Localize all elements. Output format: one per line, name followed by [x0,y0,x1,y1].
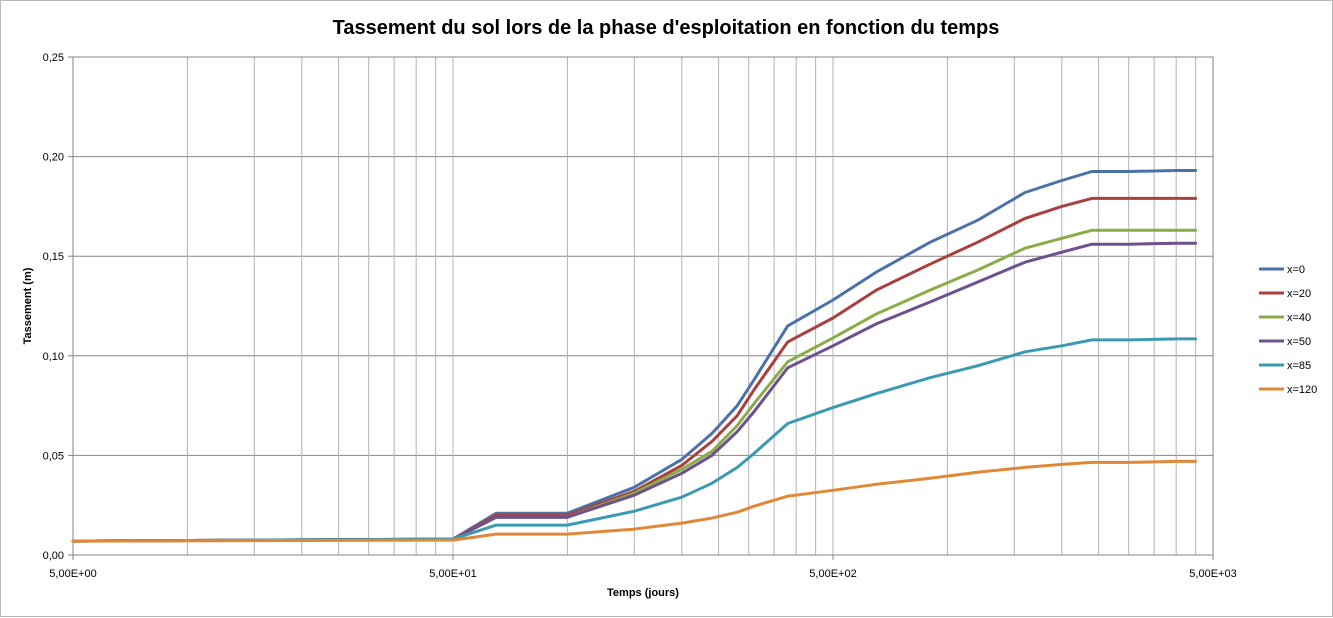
gridlines [73,56,1214,555]
series-line [71,459,1198,543]
x-tick-label: 5,00E+03 [1189,568,1236,580]
series-line [71,169,1198,543]
x-axis-ticks: 5,00E+00 5,00E+01 5,00E+02 5,00E+03 [49,555,1237,580]
x-axis-title: Temps (jours) [607,587,679,599]
legend-label: x=50 [1287,336,1311,348]
legend-label: x=0 [1287,264,1305,276]
legend-label: x=85 [1287,360,1311,372]
legend-label: x=20 [1287,288,1311,300]
plot-area [72,56,1214,556]
series-line [71,337,1198,543]
y-axis-ticks: 0,00 0,05 0,10 0,15 0,20 0,25 [43,52,73,562]
chart-title: Tassement du sol lors de la phase d'espl… [333,17,1000,39]
y-tick-label: 0,20 [43,152,64,164]
y-tick-label: 0,05 [43,450,64,462]
y-tick-label: 0,25 [43,52,64,64]
series-lines [71,169,1198,543]
x-tick-label: 5,00E+00 [49,568,96,580]
legend-label: x=120 [1287,384,1317,396]
y-tick-label: 0,10 [43,351,64,363]
y-tick-label: 0,15 [43,251,64,263]
x-tick-label: 5,00E+01 [429,568,476,580]
y-axis-title: Tassement (m) [22,267,34,344]
x-tick-label: 5,00E+02 [809,568,856,580]
y-tick-label: 0,00 [43,550,64,562]
series-line [71,196,1198,543]
series-line [71,241,1198,543]
legend: x=0 x=20 x=40 x=50 x=85 x=120 [1259,264,1317,396]
legend-label: x=40 [1287,312,1311,324]
